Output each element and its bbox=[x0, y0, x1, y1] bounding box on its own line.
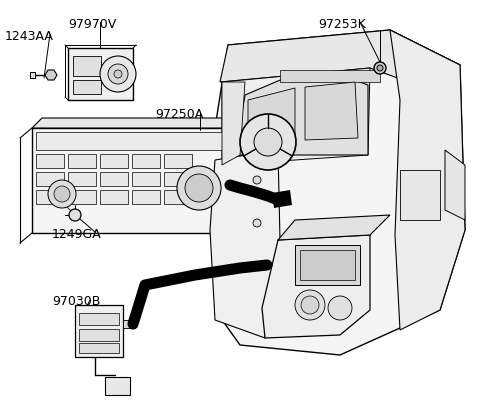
Circle shape bbox=[100, 56, 136, 92]
Polygon shape bbox=[222, 68, 370, 165]
Circle shape bbox=[254, 128, 282, 156]
Bar bbox=[32, 128, 227, 233]
Polygon shape bbox=[262, 235, 370, 338]
Circle shape bbox=[114, 70, 122, 78]
Bar bbox=[75, 305, 123, 357]
Circle shape bbox=[328, 296, 352, 320]
Bar bbox=[79, 329, 119, 341]
Bar bbox=[68, 172, 96, 186]
Bar bbox=[100, 154, 128, 168]
Bar bbox=[132, 154, 160, 168]
Bar bbox=[73, 80, 101, 94]
Bar bbox=[68, 154, 96, 168]
Circle shape bbox=[253, 219, 261, 227]
Text: 97253K: 97253K bbox=[318, 18, 366, 31]
Polygon shape bbox=[390, 30, 465, 330]
Bar bbox=[105, 377, 130, 395]
Circle shape bbox=[295, 290, 325, 320]
Text: 97250A: 97250A bbox=[155, 108, 203, 121]
Circle shape bbox=[48, 180, 76, 208]
Bar bbox=[123, 320, 133, 328]
Circle shape bbox=[377, 65, 383, 71]
Bar bbox=[164, 154, 192, 168]
Bar bbox=[132, 172, 160, 186]
Bar bbox=[100, 172, 128, 186]
Polygon shape bbox=[227, 118, 237, 233]
Bar bbox=[36, 190, 64, 204]
Bar bbox=[36, 132, 223, 150]
Bar bbox=[36, 154, 64, 168]
Bar bbox=[68, 190, 96, 204]
Bar bbox=[73, 56, 101, 76]
Text: 1243AA: 1243AA bbox=[5, 30, 54, 43]
Polygon shape bbox=[278, 215, 390, 240]
Bar bbox=[300, 250, 355, 280]
Text: 97030B: 97030B bbox=[52, 295, 100, 308]
Polygon shape bbox=[305, 82, 358, 140]
Bar bbox=[295, 245, 360, 285]
Text: 97970V: 97970V bbox=[68, 18, 116, 31]
Circle shape bbox=[253, 176, 261, 184]
Bar bbox=[400, 170, 440, 220]
Polygon shape bbox=[272, 190, 292, 208]
Polygon shape bbox=[45, 70, 57, 80]
Bar bbox=[100, 190, 128, 204]
Circle shape bbox=[185, 174, 213, 202]
Circle shape bbox=[253, 134, 261, 142]
Text: 1249GA: 1249GA bbox=[52, 228, 102, 241]
Bar bbox=[164, 190, 192, 204]
Bar bbox=[79, 313, 119, 325]
Polygon shape bbox=[210, 30, 465, 355]
Polygon shape bbox=[220, 30, 460, 95]
Polygon shape bbox=[248, 88, 295, 148]
Polygon shape bbox=[445, 150, 465, 220]
Polygon shape bbox=[32, 118, 237, 128]
Bar bbox=[30, 72, 35, 78]
Bar bbox=[68, 48, 133, 100]
Bar bbox=[280, 70, 380, 82]
Bar bbox=[132, 190, 160, 204]
Polygon shape bbox=[210, 150, 280, 338]
Circle shape bbox=[240, 114, 296, 170]
Circle shape bbox=[54, 186, 70, 202]
Polygon shape bbox=[222, 82, 245, 165]
Circle shape bbox=[108, 64, 128, 84]
Polygon shape bbox=[235, 75, 368, 155]
Circle shape bbox=[374, 62, 386, 74]
Bar bbox=[164, 172, 192, 186]
Bar bbox=[36, 172, 64, 186]
Bar bbox=[79, 343, 119, 353]
Circle shape bbox=[177, 166, 221, 210]
Circle shape bbox=[69, 209, 81, 221]
Circle shape bbox=[301, 296, 319, 314]
